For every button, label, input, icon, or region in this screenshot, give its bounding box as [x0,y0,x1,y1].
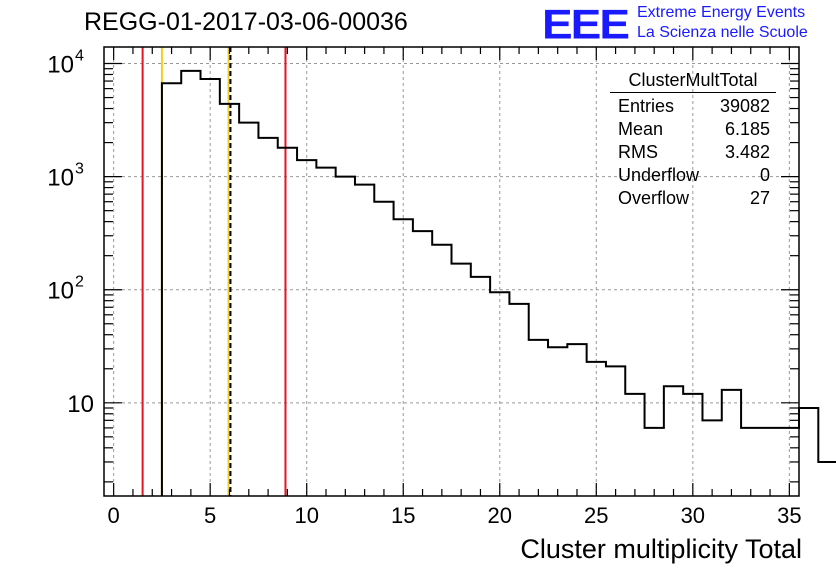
x-tick-label: 20 [488,503,512,528]
grid-lines [104,47,799,496]
stats-row: Underflow 0 [610,164,776,187]
stats-row: Overflow 27 [610,187,776,210]
stats-label: Overflow [618,188,690,208]
stats-box-title: ClusterMultTotal [610,70,776,93]
stats-value: 0 [759,165,770,185]
stats-label: RMS [618,142,658,162]
logo-line-2: La Scienza nelle Scuole [637,24,808,41]
y-tick-exponent: 4 [75,48,84,65]
stats-value: 27 [749,188,770,208]
y-tick-exponent: 3 [75,161,84,178]
stats-value: 39082 [719,96,770,116]
y-tick-label: 10 4 [47,48,84,79]
y-tick-label: 10 [67,391,94,418]
marker-lines [141,47,287,496]
x-axis-label: Cluster multiplicity Total [520,534,802,564]
x-axis-ticks: 0 5 10 15 20 25 30 35 [108,47,802,528]
stats-label: Mean [618,119,664,139]
x-tick-label: 25 [584,503,608,528]
y-tick-exponent: 2 [75,274,84,291]
x-tick-label: 35 [777,503,801,528]
stats-label: Entries [618,96,675,116]
eee-logo-icon: EEE [542,0,630,48]
stats-value: 6.185 [724,119,770,139]
x-tick-label: 0 [108,503,120,528]
y-tick-base: 10 [47,52,74,79]
stats-box: ClusterMultTotal Entries 39082 Mean 6.18… [610,70,776,210]
stats-value: 3.482 [724,142,770,162]
stats-label: Underflow [618,165,700,185]
y-tick-label: 10 3 [47,161,84,192]
stats-row: RMS 3.482 [610,141,776,164]
y-tick-base: 10 [47,165,74,192]
y-tick-label: 10 2 [47,274,84,305]
plot-frame [103,46,800,497]
x-tick-label: 10 [294,503,318,528]
x-tick-label: 15 [391,503,415,528]
stats-row: Entries 39082 [610,95,776,118]
y-tick-base: 10 [67,391,94,418]
y-tick-base: 10 [47,278,74,305]
histogram-outline [160,69,836,496]
x-tick-label: 30 [681,503,705,528]
chart-title: REGG-01-2017-03-06-00036 [84,8,408,36]
logo-line-1: Extreme Energy Events [637,4,806,21]
x-tick-label: 5 [204,503,216,528]
stats-row: Mean 6.185 [610,118,776,141]
